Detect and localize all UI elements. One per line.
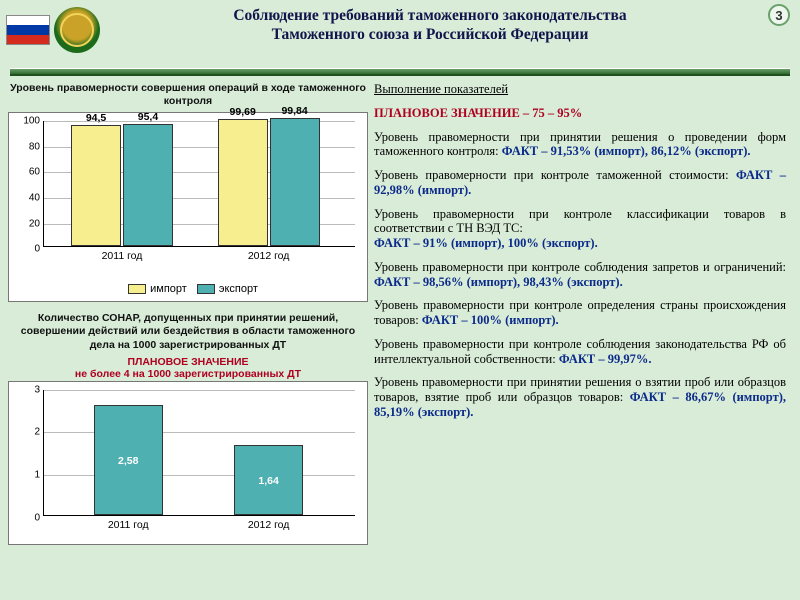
title-line-1: Соблюдение требований таможенного законо…: [233, 7, 626, 24]
chart1-legend: импортэкспорт: [9, 283, 367, 295]
chart2-plan-label: ПЛАНОВОЕ ЗНАЧЕНИЕ: [8, 356, 368, 369]
chart1-bar: 94,5: [71, 125, 121, 246]
chart1-bar: 99,84: [270, 118, 320, 246]
chart2-bar: 1,64: [234, 445, 303, 515]
header: 3 Соблюдение требований таможенного зако…: [0, 0, 800, 64]
indicator-item: Уровень правомерности при принятии решен…: [374, 130, 786, 160]
indicator-item: Уровень правомерности при контроле тамож…: [374, 168, 786, 198]
indicators-heading: Выполнение показателей: [374, 82, 508, 96]
indicator-item: Уровень правомерности при принятии решен…: [374, 375, 786, 419]
plan-value: ПЛАНОВОЕ ЗНАЧЕНИЕ – 75 – 95%: [374, 106, 582, 120]
content-area: Уровень правомерности совершения операци…: [0, 76, 800, 545]
russia-flag-icon: [6, 15, 50, 45]
right-column: Выполнение показателей ПЛАНОВОЕ ЗНАЧЕНИЕ…: [374, 82, 792, 545]
chart1: 02040608010094,595,42011 год99,6999,8420…: [8, 112, 368, 302]
page-title: Соблюдение требований таможенного законо…: [110, 6, 750, 45]
chart2: 01232,582011 год1,642012 год: [8, 381, 368, 545]
indicator-item: Уровень правомерности при контроле соблю…: [374, 337, 786, 367]
chart2-title: Количество СОНАР, допущенных при приняти…: [8, 312, 368, 351]
title-line-2: Таможенного союза и Российской Федерации: [272, 26, 589, 43]
indicator-item: Уровень правомерности при контроле опред…: [374, 298, 786, 328]
chart2-bar: 2,58: [94, 405, 163, 515]
header-divider: [10, 68, 790, 76]
customs-crest-icon: [54, 7, 100, 53]
chart1-bar: 99,69: [218, 119, 268, 247]
indicator-list: Уровень правомерности при принятии решен…: [374, 130, 786, 420]
indicator-item: Уровень правомерности при контроле соблю…: [374, 260, 786, 290]
chart2-plan-value: не более 4 на 1000 зарегистрированных ДТ: [8, 368, 368, 381]
left-column: Уровень правомерности совершения операци…: [8, 82, 368, 545]
indicator-item: Уровень правомерности при контроле класс…: [374, 207, 786, 251]
chart1-title: Уровень правомерности совершения операци…: [8, 82, 368, 108]
emblem-group: [6, 4, 106, 56]
page-number-badge: 3: [768, 4, 790, 26]
chart1-bar: 95,4: [123, 124, 173, 246]
